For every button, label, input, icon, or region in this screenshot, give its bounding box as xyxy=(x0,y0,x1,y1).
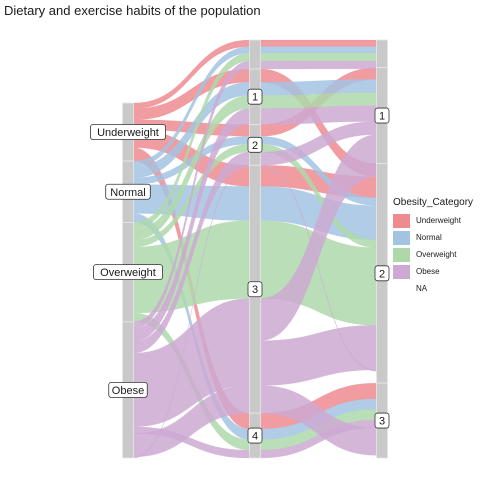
legend-label: Overweight xyxy=(416,250,457,259)
legend-key xyxy=(393,264,410,279)
stratum-label-2-1: 1 xyxy=(379,111,385,123)
legend-key xyxy=(393,247,410,262)
stratum-label-0-0: Underweight xyxy=(97,127,159,139)
stratum-label-box-1-4 xyxy=(247,427,263,444)
legend: Obesity_Category Underweight Normal Overwe… xyxy=(393,197,473,297)
stratum-label-box-0-2 xyxy=(93,264,163,281)
flows-layer xyxy=(133,39,377,459)
flow-right-16 xyxy=(260,105,377,125)
flow-right-10 xyxy=(260,52,377,62)
stratum-label-box-1-1 xyxy=(247,88,263,105)
stratum-label-box-0-1 xyxy=(105,183,151,200)
legend-item: Obese xyxy=(393,263,473,280)
stratum-label-box-2-3 xyxy=(374,412,390,429)
legend-label: Obese xyxy=(416,267,440,276)
stratum-label-box-0-0 xyxy=(90,124,166,140)
stratum-label-0-1: Normal xyxy=(110,187,145,199)
legend-item: Overweight xyxy=(393,246,473,263)
labels-layer: Underweight Normal Overweight Obese 1 2 3 4 1 2 3 xyxy=(90,88,390,444)
flow-right-5 xyxy=(260,46,377,54)
stratum-label-box-2-1 xyxy=(374,107,390,124)
stratum-1-0 xyxy=(249,39,261,70)
legend-key xyxy=(393,230,410,245)
stratum-label-box-1-2 xyxy=(247,136,263,153)
stratum-2-0 xyxy=(376,39,388,69)
legend-item: NA xyxy=(393,280,473,297)
legend-label: Underweight xyxy=(416,216,461,225)
flow-left-8 xyxy=(133,184,250,221)
stratum-label-2-2: 2 xyxy=(379,268,385,280)
stratum-label-1-4: 4 xyxy=(252,431,258,443)
stratum-label-1-3: 3 xyxy=(252,284,258,296)
flow-right-0 xyxy=(260,39,377,47)
flow-right-15 xyxy=(260,60,377,70)
legend-key xyxy=(393,213,410,228)
legend-item: Underweight xyxy=(393,212,473,229)
legend-label: Normal xyxy=(416,233,442,242)
stratum-label-box-0-3 xyxy=(108,382,148,398)
stratum-label-box-2-2 xyxy=(374,265,390,282)
stratum-label-box-1-3 xyxy=(247,281,263,298)
legend-key xyxy=(393,281,410,296)
stratum-label-1-2: 2 xyxy=(252,140,258,152)
chart-title: Dietary and exercise habits of the popul… xyxy=(4,3,261,18)
legend-label: NA xyxy=(416,284,428,293)
legend-item: Normal xyxy=(393,229,473,246)
stratum-label-0-3: Obese xyxy=(112,385,144,397)
stratum-label-2-3: 3 xyxy=(379,416,385,428)
stratum-label-0-2: Overweight xyxy=(100,267,156,279)
legend-title: Obesity_Category xyxy=(393,197,474,208)
stratum-label-1-1: 1 xyxy=(252,92,258,104)
